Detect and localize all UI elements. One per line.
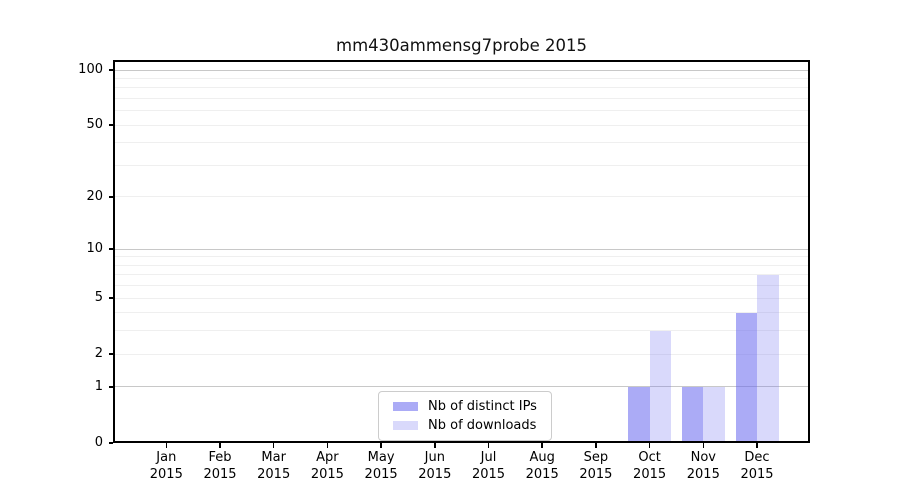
y-tick-label-5: 5 <box>94 290 103 306</box>
legend-swatch-downloads <box>393 421 418 430</box>
gridline-minor-60 <box>113 110 810 112</box>
gridline-major-1 <box>113 386 810 388</box>
x-tick-label-nov: Nov 2015 <box>671 449 735 483</box>
x-tick-year-mar: 2015 <box>257 467 291 482</box>
x-tick-year-nov: 2015 <box>686 467 720 482</box>
x-tick-label-oct: Oct 2015 <box>618 449 682 483</box>
x-tick-mark-oct <box>648 443 651 448</box>
x-tick-mark-nov <box>702 443 705 448</box>
gridline-minor-90 <box>113 77 810 79</box>
x-tick-year-jan: 2015 <box>149 467 183 482</box>
gridline-minor-8 <box>113 264 810 266</box>
x-tick-mark-sep <box>595 443 597 448</box>
x-tick-mark-jan <box>165 443 168 448</box>
y-tick-label-1: 1 <box>94 378 103 394</box>
gridline-minor-80 <box>113 87 810 89</box>
gridline-minor-50 <box>113 124 810 126</box>
x-tick-label-mar: Mar 2015 <box>242 449 306 483</box>
bar-downloads-nov <box>703 386 725 443</box>
y-tick-label-10: 10 <box>86 241 103 257</box>
x-tick-year-jul: 2015 <box>471 467 506 482</box>
gridline-minor-30 <box>113 164 810 166</box>
gridline-minor-20 <box>113 196 810 198</box>
y-tick-mark-1 <box>108 386 113 388</box>
x-tick-year-feb: 2015 <box>203 467 237 482</box>
legend-item-distinct-ips: Nb of distinct IPs <box>393 397 537 416</box>
plot-area <box>113 60 810 443</box>
gridline-minor-6 <box>113 285 810 287</box>
x-tick-year-aug: 2015 <box>525 467 559 482</box>
bar-downloads-oct <box>649 330 672 443</box>
gridline-minor-7 <box>113 274 810 276</box>
x-tick-label-jan: Jan 2015 <box>134 449 198 483</box>
gridline-minor-9 <box>113 256 810 258</box>
x-tick-label-jul: Jul 2015 <box>457 449 521 483</box>
x-tick-label-sep: Sep 2015 <box>564 449 628 483</box>
gridline-minor-40 <box>113 142 810 144</box>
x-tick-mark-mar <box>272 443 275 448</box>
x-tick-year-may: 2015 <box>364 467 398 482</box>
x-tick-year-apr: 2015 <box>310 467 344 482</box>
y-tick-label-2: 2 <box>94 346 103 362</box>
legend-swatch-distinct-ips <box>393 402 418 411</box>
legend-label-downloads: Nb of downloads <box>428 418 537 433</box>
x-tick-year-jun: 2015 <box>418 467 452 482</box>
legend: Nb of distinct IPs Nb of downloads <box>378 391 552 441</box>
gridline-minor-2 <box>113 353 810 355</box>
y-tick-mark-20 <box>108 196 113 198</box>
x-tick-label-may: May 2015 <box>349 449 413 483</box>
y-tick-label-100: 100 <box>78 62 103 77</box>
x-tick-year-dec: 2015 <box>740 467 774 482</box>
bar-downloads-dec <box>757 274 779 443</box>
x-tick-label-aug: Aug 2015 <box>510 449 574 483</box>
bar-distinct-ips-oct <box>628 386 650 443</box>
x-tick-mark-feb <box>219 443 221 448</box>
gridline-minor-4 <box>113 312 810 314</box>
x-tick-label-jun: Jun 2015 <box>403 449 467 483</box>
x-tick-label-apr: Apr 2015 <box>295 449 359 483</box>
y-tick-label-0: 0 <box>94 435 103 450</box>
gridline-major-10 <box>113 248 810 250</box>
x-tick-year-oct: 2015 <box>633 467 667 482</box>
legend-item-downloads: Nb of downloads <box>393 416 537 435</box>
y-tick-mark-0 <box>108 442 113 444</box>
bar-distinct-ips-dec <box>735 312 757 443</box>
x-tick-label-dec: Dec 2015 <box>725 449 789 483</box>
x-tick-mark-jul <box>487 443 490 448</box>
y-tick-mark-5 <box>108 297 113 299</box>
y-tick-mark-2 <box>108 353 113 355</box>
chart-title: mm430ammensg7probe 2015 <box>336 36 587 55</box>
x-tick-label-feb: Feb 2015 <box>188 449 252 483</box>
y-tick-mark-50 <box>108 124 113 126</box>
x-tick-mark-apr <box>326 443 329 448</box>
y-tick-label-50: 50 <box>86 117 103 133</box>
y-tick-mark-10 <box>108 248 113 250</box>
gridline-major-100 <box>113 69 810 71</box>
x-tick-mark-may <box>380 443 382 448</box>
y-tick-mark-100 <box>108 69 113 71</box>
bar-distinct-ips-nov <box>681 386 704 443</box>
gridline-minor-70 <box>113 97 810 99</box>
y-tick-label-20: 20 <box>86 188 103 204</box>
legend-label-distinct-ips: Nb of distinct IPs <box>428 399 537 414</box>
x-tick-mark-jun <box>434 443 436 448</box>
x-tick-mark-aug <box>541 443 543 448</box>
gridline-minor-3 <box>113 330 810 332</box>
x-tick-year-sep: 2015 <box>579 467 613 482</box>
gridline-minor-5 <box>113 297 810 299</box>
x-tick-mark-dec <box>756 443 758 448</box>
